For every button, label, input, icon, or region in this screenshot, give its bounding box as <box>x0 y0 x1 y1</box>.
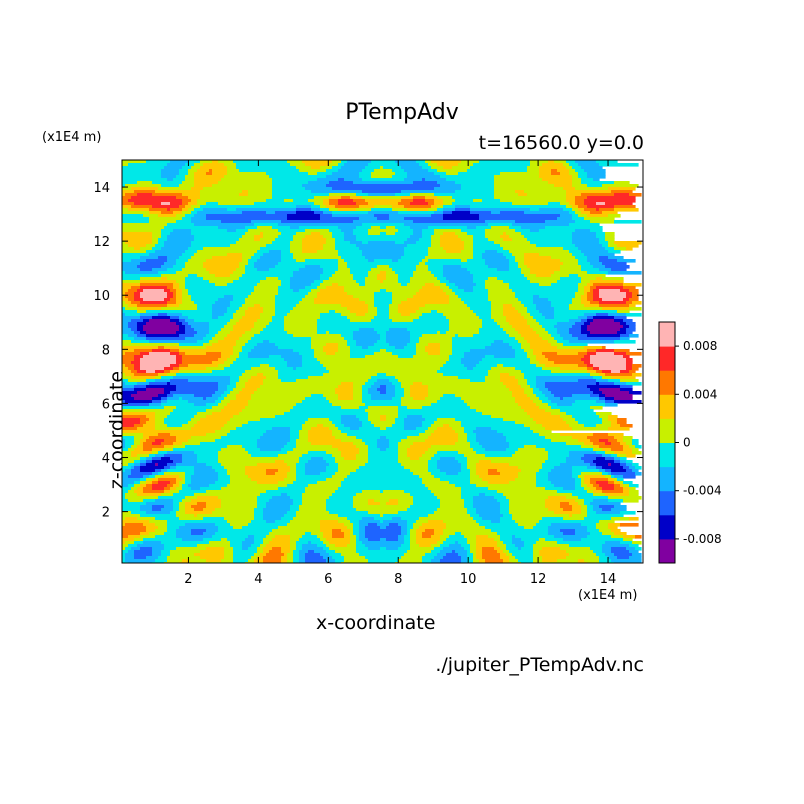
colorbar-swatch <box>659 466 675 492</box>
y-tick-label: 4 <box>102 452 110 467</box>
colorbar-swatch <box>659 346 675 371</box>
source-file-label: ./jupiter_PTempAdv.nc <box>435 654 644 676</box>
x-tick-label: 14 <box>600 572 617 587</box>
colorbar-tick-label: 0 <box>683 436 691 450</box>
x-tick-label: 2 <box>184 572 192 587</box>
x-axis: 2 4 6 8 10 12 14 <box>184 160 616 587</box>
y-tick-label: 6 <box>102 397 110 412</box>
colorbar-swatch <box>659 514 675 540</box>
colorbar-tick-label: -0.004 <box>683 484 722 498</box>
x-tick-label: 6 <box>324 572 332 587</box>
colorbar: 0.008 0.004 0 -0.004 -0.008 <box>658 321 722 564</box>
chart-title: PTempAdv <box>345 100 459 125</box>
y-tick-label: 12 <box>93 235 110 250</box>
y-axis: 2 4 6 8 10 12 14 <box>93 181 643 521</box>
colorbar-swatch <box>659 322 675 347</box>
x-axis-unit: (x1E4 m) <box>578 588 638 603</box>
y-tick-label: 8 <box>102 343 110 358</box>
colorbar-swatch <box>659 538 675 564</box>
colorbar-swatch <box>659 442 675 468</box>
x-tick-label: 12 <box>530 572 547 587</box>
x-tick-label: 8 <box>394 572 402 587</box>
y-tick-label: 14 <box>93 181 110 196</box>
z-axis-unit: (x1E4 m) <box>42 130 102 145</box>
colorbar-swatch <box>659 418 675 443</box>
x-axis-label: x-coordinate <box>316 612 436 634</box>
contour-field <box>122 160 642 563</box>
plot-frame <box>121 159 644 564</box>
x-tick-label: 10 <box>460 572 477 587</box>
y-tick-label: 2 <box>102 506 110 521</box>
colorbar-swatch <box>659 490 675 516</box>
y-tick-label: 10 <box>93 289 110 304</box>
colorbar-tick-label: 0.004 <box>683 387 717 401</box>
colorbar-swatch <box>659 394 675 419</box>
colorbar-tick-label: 0.008 <box>683 339 717 353</box>
x-tick-label: 4 <box>254 572 262 587</box>
time-slice-label: t=16560.0 y=0.0 <box>478 132 644 154</box>
colorbar-swatch <box>659 370 675 395</box>
colorbar-tick-label: -0.008 <box>683 532 722 546</box>
